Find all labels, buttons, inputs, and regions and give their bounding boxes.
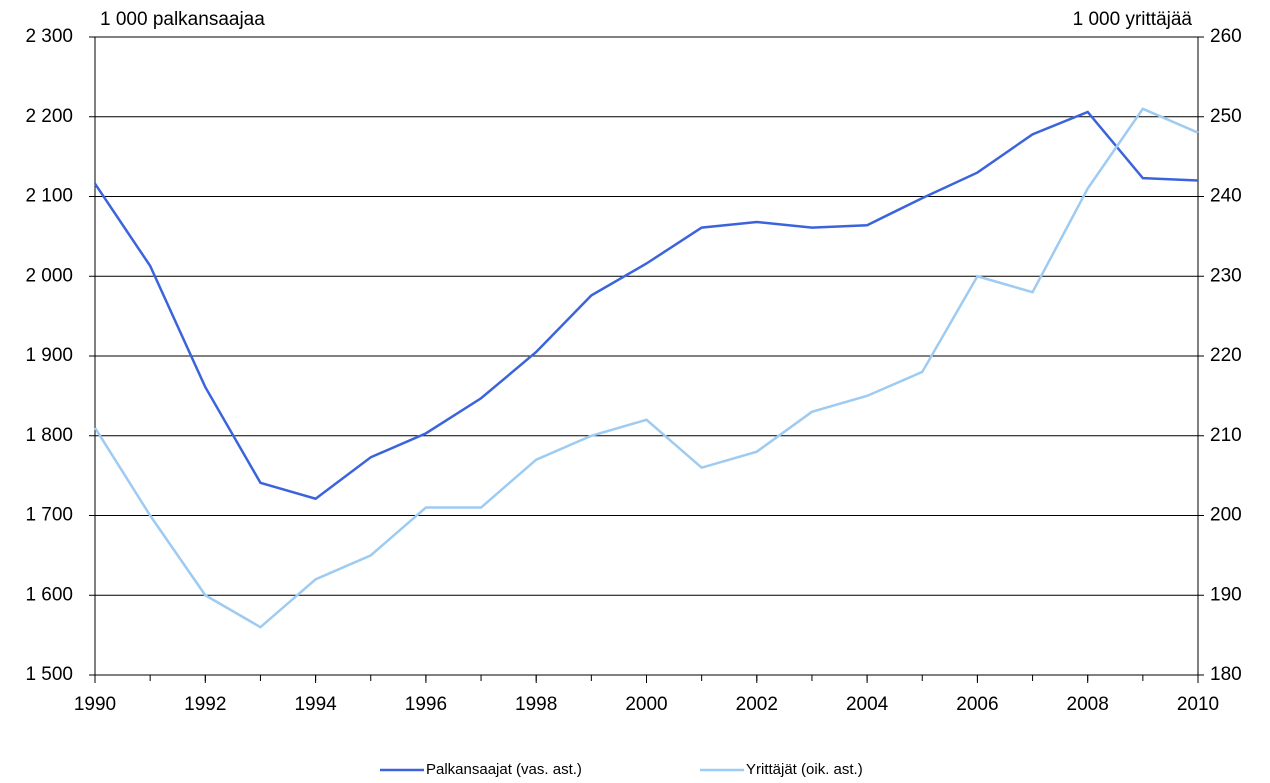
legend-label: Yrittäjät (oik. ast.)	[746, 761, 863, 778]
y2-tick-label: 180	[1210, 664, 1242, 685]
x-tick-label: 1996	[405, 694, 447, 715]
y2-tick-label: 230	[1210, 265, 1242, 286]
y2-axis-title: 1 000 yrittäjää	[1073, 9, 1193, 30]
x-tick-label: 2008	[1067, 694, 1109, 715]
y-tick-label: 2 000	[25, 265, 73, 286]
x-tick-label: 2006	[956, 694, 998, 715]
y2-tick-label: 250	[1210, 106, 1242, 127]
x-tick-label: 2000	[625, 694, 667, 715]
x-tick-label: 2002	[736, 694, 778, 715]
y-tick-label: 1 900	[25, 345, 73, 366]
y-tick-label: 2 300	[25, 26, 73, 47]
x-tick-label: 1992	[184, 694, 226, 715]
x-tick-label: 1990	[74, 694, 116, 715]
y-tick-label: 1 600	[25, 584, 73, 605]
series-line	[93, 110, 1199, 501]
x-tick-label: 2010	[1177, 694, 1219, 715]
y-tick-label: 1 800	[25, 425, 73, 446]
y-tick-label: 1 700	[25, 505, 73, 526]
y2-tick-label: 200	[1210, 505, 1242, 526]
x-tick-label: 1994	[294, 694, 337, 715]
y2-tick-label: 210	[1210, 425, 1242, 446]
legend-label: Palkansaajat (vas. ast.)	[426, 761, 582, 778]
x-tick-label: 1998	[515, 694, 557, 715]
y-tick-label: 2 100	[25, 186, 73, 207]
y2-tick-label: 190	[1210, 584, 1242, 605]
y2-tick-label: 260	[1210, 26, 1242, 47]
x-tick-label: 2004	[846, 694, 889, 715]
y2-tick-label: 220	[1210, 345, 1242, 366]
y-tick-label: 2 200	[25, 106, 73, 127]
y2-tick-label: 240	[1210, 186, 1242, 207]
series-line	[93, 107, 1199, 629]
y-axis-title: 1 000 palkansaajaa	[100, 9, 265, 30]
y-tick-label: 1 500	[25, 664, 73, 685]
